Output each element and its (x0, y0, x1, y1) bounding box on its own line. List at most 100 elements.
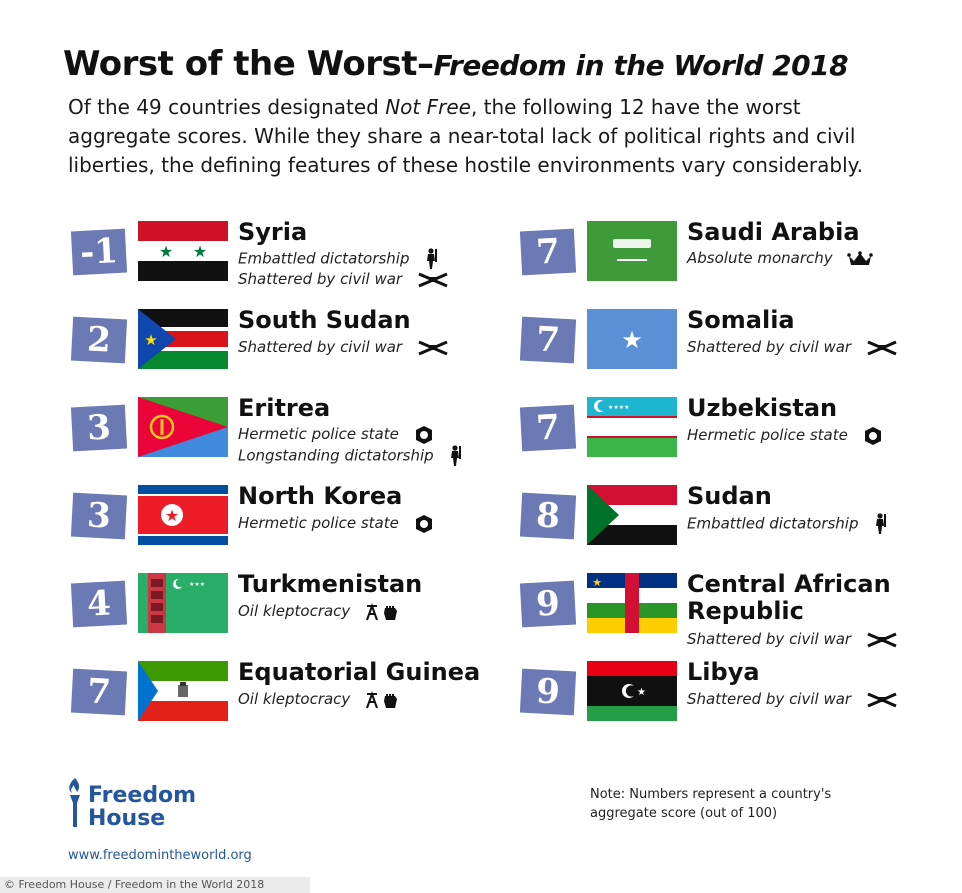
svg-text:★: ★ (621, 326, 643, 354)
feature-text: Hermetic police state (238, 424, 434, 445)
score-badge: 7 (519, 404, 577, 452)
country-entry-syria: -1 ★ ★ Syria Embattled dictatorship Shatt… (70, 218, 512, 290)
score-badge: -1 (70, 228, 128, 276)
country-name: Uzbekistan (687, 394, 838, 422)
country-name: Equatorial Guinea (238, 658, 481, 686)
svg-text:★★★: ★★★ (189, 581, 205, 588)
country-name-line2: Republic (687, 597, 804, 625)
flag-eritrea (138, 397, 228, 457)
police-badge-icon (415, 425, 432, 444)
svg-text:★: ★ (165, 506, 179, 525)
country-entry-turkmenistan: 4 ★★★ Turkmenistan Oil kleptocracy (70, 570, 512, 642)
feature-text: Hermetic police state (238, 513, 434, 534)
country-entry-uzbekistan: 7 ★★★★ Uzbekistan Hermetic police state (519, 394, 961, 466)
feature-text: Embattled dictatorship (238, 248, 440, 270)
country-entry-eritrea: 3 Eritrea Hermetic police state Longstan… (70, 394, 512, 467)
flag-somalia: ★ (587, 309, 677, 369)
logo-line2: House (88, 806, 166, 831)
score-badge: 4 (70, 580, 128, 628)
crossed-rifles-icon (867, 632, 897, 647)
country-name: Turkmenistan (238, 570, 423, 598)
svg-text:★: ★ (592, 576, 602, 589)
page-title: Worst of the Worst–Freedom in the World … (63, 44, 849, 84)
country-entry-north-korea: 3 ★ North Korea Hermetic police state (70, 482, 512, 554)
score-badge: 7 (70, 668, 128, 716)
flag-uzbekistan: ★★★★ (587, 397, 677, 457)
flag-syria: ★ ★ (138, 221, 228, 281)
score-badge: 9 (519, 668, 577, 716)
freedom-house-logo[interactable]: Freedom House (66, 778, 196, 832)
title-dash: – (417, 44, 434, 84)
flag-turkmenistan: ★★★ (138, 573, 228, 633)
crossed-rifles-icon (418, 272, 448, 287)
feature-text: Shattered by civil war (687, 689, 898, 709)
svg-text:★: ★ (159, 242, 173, 261)
score-badge: 2 (70, 316, 128, 364)
soldier-icon (427, 248, 438, 269)
flag-saudi-arabia (587, 221, 677, 281)
country-entry-libya: 9 ★ Libya Shattered by civil war (519, 658, 961, 730)
country-entry-somalia: 7 ★ Somalia Shattered by civil war (519, 306, 961, 378)
flag-libya: ★ (587, 661, 677, 721)
flag-equatorial-guinea (138, 661, 228, 721)
score-badge: 7 (519, 316, 577, 364)
score-note: Note: Numbers represent a country's aggr… (590, 787, 832, 821)
country-entry-south-sudan: 2 ★ South Sudan Shattered by civil war (70, 306, 512, 378)
country-name: Libya (687, 658, 760, 686)
score-badge: 7 (519, 228, 577, 276)
oil-derrick-icon (366, 690, 398, 708)
flag-south-sudan: ★ (138, 309, 228, 369)
country-name: Sudan (687, 482, 772, 510)
feature-text: Longstanding dictatorship (238, 445, 464, 467)
country-entry-sudan: 8 Sudan Embattled dictatorship (519, 482, 961, 554)
intro-paragraph: Of the 49 countries designated Not Free,… (68, 93, 888, 180)
score-badge: 3 (70, 492, 128, 540)
feature-text: Oil kleptocracy (238, 689, 399, 709)
crossed-rifles-icon (867, 692, 897, 707)
feature-text: Shattered by civil war (238, 337, 449, 357)
website-link[interactable]: www.freedomintheworld.org (68, 848, 252, 863)
soldier-icon (876, 513, 887, 534)
feature-text: Absolute monarchy (687, 248, 874, 268)
svg-text:★: ★ (637, 687, 646, 698)
title-subtitle: Freedom in the World 2018 (433, 49, 849, 82)
crossed-rifles-icon (867, 340, 897, 355)
logo-wordmark: Freedom House (88, 784, 196, 830)
flag-sudan (587, 485, 677, 545)
country-name: South Sudan (238, 306, 411, 334)
title-main: Worst of the Worst (63, 44, 418, 84)
country-name: North Korea (238, 482, 403, 510)
score-badge: 8 (519, 492, 577, 540)
score-badge: 9 (519, 580, 577, 628)
crown-icon (847, 250, 874, 265)
country-entry-equatorial-guinea: 7 Equatorial Guinea Oil kleptocracy (70, 658, 512, 730)
country-name: Eritrea (238, 394, 331, 422)
logo-line1: Freedom (88, 783, 197, 808)
feature-text: Shattered by civil war (687, 629, 898, 649)
country-name: Somalia (687, 306, 795, 334)
feature-text: Oil kleptocracy (238, 601, 399, 621)
intro-emphasis: Not Free (385, 95, 471, 119)
flag-north-korea: ★ (138, 485, 228, 545)
soldier-icon (451, 445, 462, 466)
image-credit: © Freedom House / Freedom in the World 2… (0, 877, 310, 893)
police-badge-icon (864, 426, 881, 445)
svg-text:★: ★ (144, 331, 157, 349)
torch-icon (69, 778, 80, 827)
crossed-rifles-icon (418, 340, 448, 355)
feature-text: Shattered by civil war (238, 269, 449, 289)
country-entry-central-african-republic: 9 ★ Central African Republic Shattered b… (519, 570, 961, 648)
intro-text-end: , the following 12 have the worst aggreg… (68, 95, 863, 177)
flag-central-african-republic: ★ (587, 573, 677, 633)
police-badge-icon (415, 514, 432, 533)
intro-text-start: Of the 49 countries designated (68, 95, 386, 119)
svg-text:★: ★ (193, 242, 207, 261)
svg-text:★★★★: ★★★★ (608, 404, 630, 411)
feature-text: Hermetic police state (687, 425, 883, 446)
country-name: Saudi Arabia (687, 218, 860, 246)
feature-text: Shattered by civil war (687, 337, 898, 357)
score-badge: 3 (70, 404, 128, 452)
country-name: Central African (687, 570, 891, 598)
country-entry-saudi-arabia: 7 Saudi Arabia Absolute monarchy (519, 218, 961, 290)
feature-text: Embattled dictatorship (687, 513, 889, 535)
